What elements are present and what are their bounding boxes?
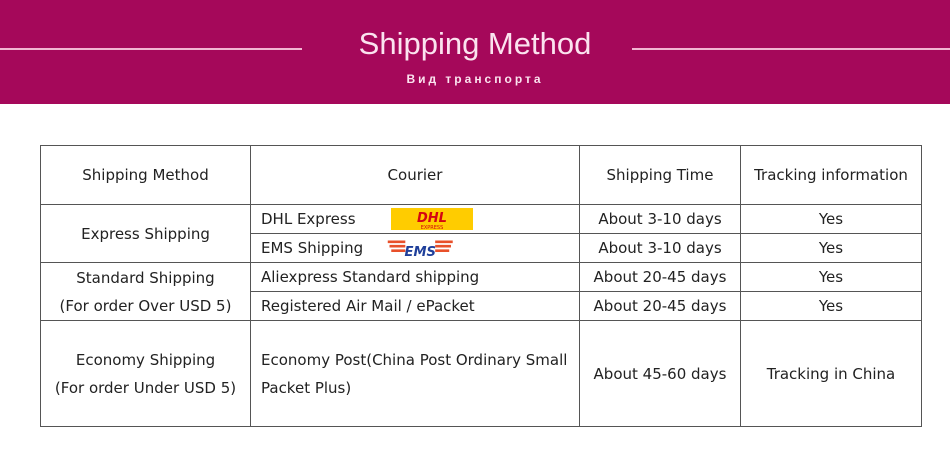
svg-text:EMS: EMS	[404, 245, 436, 259]
table-header-row: Shipping Method Courier Shipping Time Tr…	[40, 145, 922, 205]
method-note: (For order Over USD 5)	[59, 296, 232, 315]
ems-logo-icon: EMS	[387, 240, 453, 259]
header-cell: Shipping Time	[579, 145, 741, 205]
divider-right	[632, 48, 950, 50]
table-row: EMS Shipping EMS About 3-10 days Yes	[41, 233, 922, 263]
svg-text:DHL: DHL	[417, 211, 447, 226]
time-cell: About 3-10 days	[579, 233, 741, 263]
courier-cell: Aliexpress Standard shipping	[250, 262, 580, 292]
courier-cell: EMS Shipping EMS	[250, 233, 580, 263]
method-cell: Express Shipping	[40, 204, 251, 263]
method-cell: Standard Shipping (For order Over USD 5)	[40, 262, 251, 321]
courier-cell: Economy Post(China Post Ordinary Small P…	[250, 320, 580, 427]
tracking-cell: Yes	[740, 204, 922, 234]
table-row: Standard Shipping (For order Over USD 5)…	[40, 262, 922, 321]
tracking-cell: Yes	[740, 262, 922, 292]
courier-name: EMS Shipping	[261, 239, 364, 257]
courier-name: DHL Express	[261, 210, 356, 228]
method-name: Economy Shipping	[75, 350, 216, 369]
page-subtitle: Вид транспорта	[406, 72, 544, 86]
table-row: Economy Shipping (For order Under USD 5)…	[40, 320, 922, 427]
courier-cell: DHL Express DHL EXPRESS	[250, 204, 580, 234]
page-title: Shipping Method	[358, 26, 592, 61]
dhl-logo-icon: DHL EXPRESS	[391, 208, 473, 230]
header-cell: Shipping Method	[40, 145, 251, 205]
tracking-cell: Yes	[740, 291, 922, 321]
tracking-cell: Yes	[740, 233, 922, 263]
table-row: Registered Air Mail / ePacket About 20-4…	[41, 291, 922, 321]
header-banner: Shipping Method Вид транспорта	[0, 0, 950, 104]
method-cell: Economy Shipping (For order Under USD 5)	[40, 320, 251, 427]
svg-text:EXPRESS: EXPRESS	[421, 225, 444, 230]
divider-left	[0, 48, 302, 50]
time-cell: About 20-45 days	[579, 262, 741, 292]
header-cell: Courier	[250, 145, 580, 205]
method-note: (For order Under USD 5)	[54, 378, 237, 397]
courier-cell: Registered Air Mail / ePacket	[250, 291, 580, 321]
tracking-cell: Tracking in China	[740, 320, 922, 427]
method-name: Standard Shipping	[76, 268, 215, 287]
time-cell: About 20-45 days	[579, 291, 741, 321]
time-cell: About 3-10 days	[579, 204, 741, 234]
header-cell: Tracking information	[740, 145, 922, 205]
time-cell: About 45-60 days	[579, 320, 741, 427]
table-row: Express Shipping DHL Express DHL EXPRESS…	[40, 204, 922, 263]
shipping-table: Shipping Method Courier Shipping Time Tr…	[40, 145, 922, 427]
